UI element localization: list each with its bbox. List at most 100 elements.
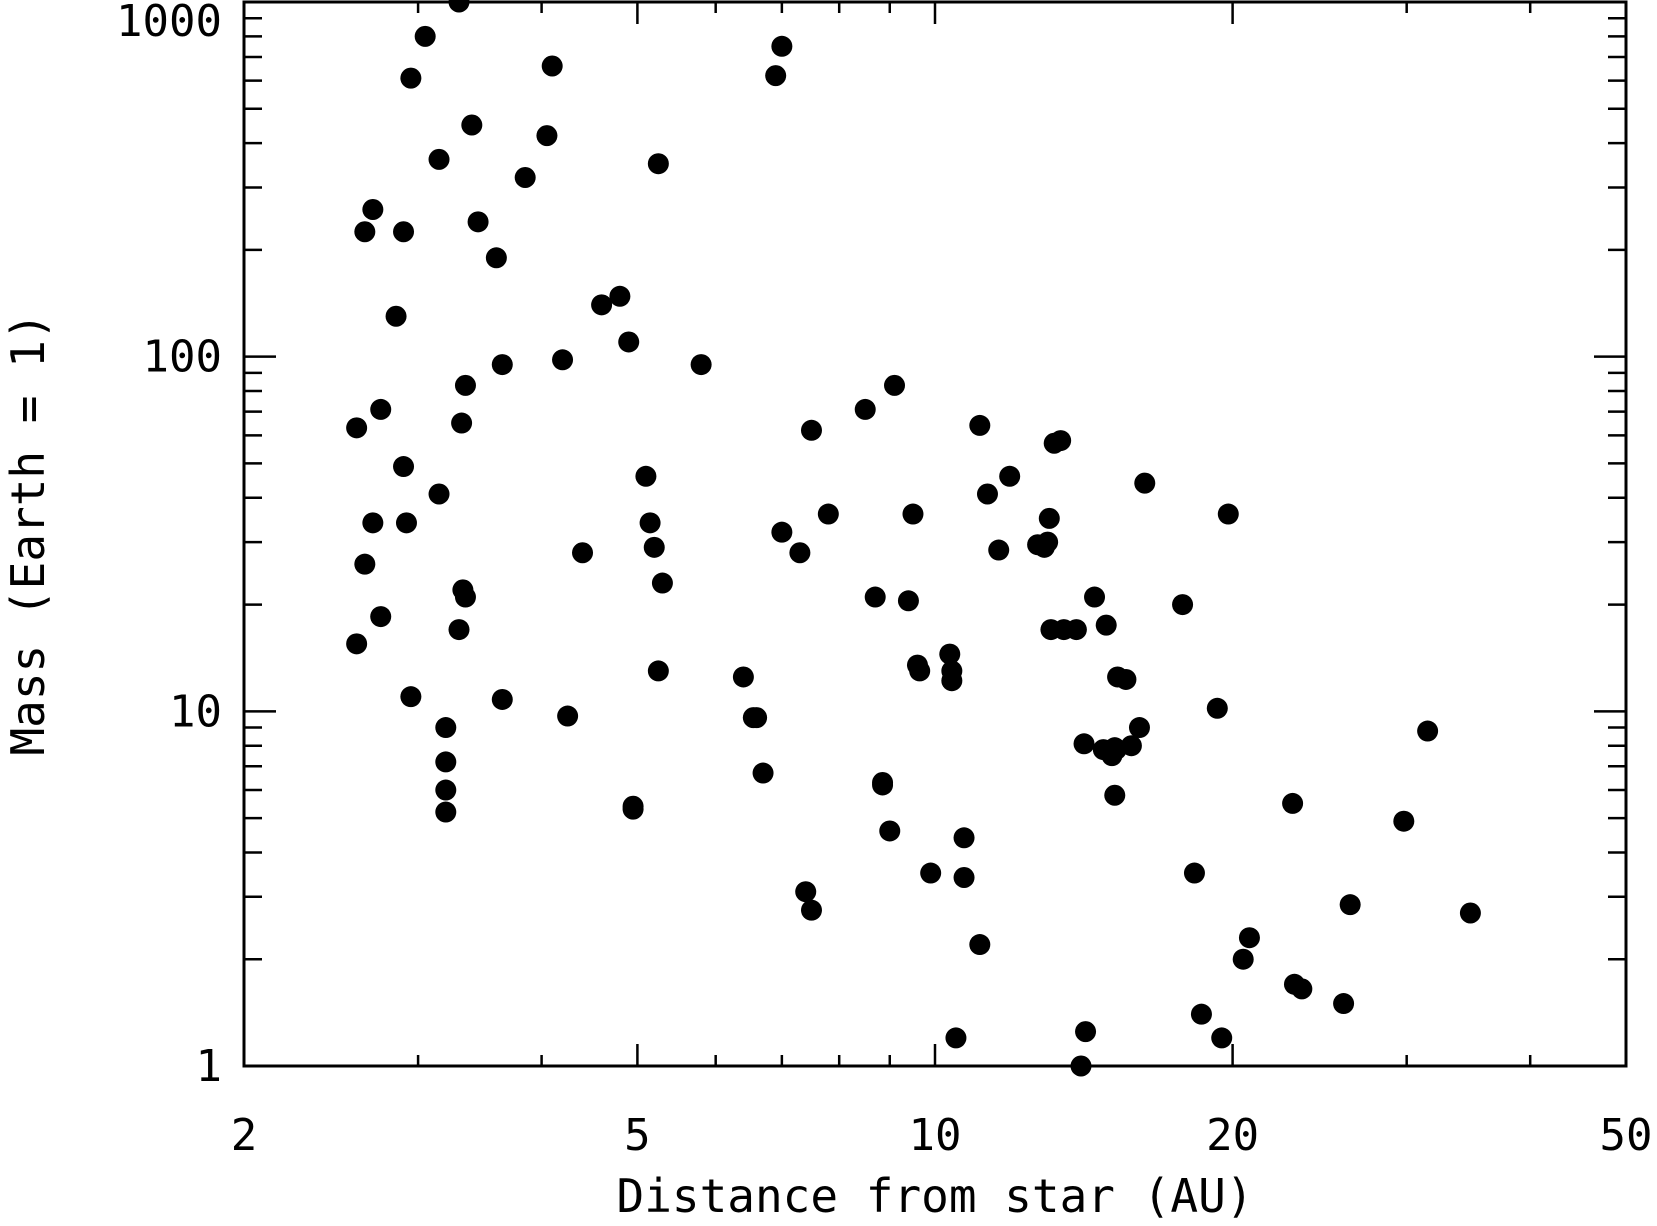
x-tick-label: 2 xyxy=(231,1110,258,1161)
data-point xyxy=(1206,697,1228,719)
data-point xyxy=(643,536,665,558)
data-point xyxy=(385,305,407,327)
data-point xyxy=(969,414,991,436)
data-point xyxy=(451,412,473,434)
data-point xyxy=(647,153,669,175)
data-point xyxy=(1232,948,1254,970)
data-point xyxy=(1104,784,1126,806)
x-tick-labels: 2 5 10 20 50 xyxy=(231,1110,1653,1161)
data-point xyxy=(435,779,457,801)
data-point xyxy=(1134,472,1156,494)
data-point xyxy=(1084,586,1106,608)
data-point xyxy=(854,398,876,420)
data-point xyxy=(346,417,368,439)
data-point xyxy=(969,934,991,956)
data-point xyxy=(400,67,422,89)
data-point xyxy=(953,867,975,889)
data-point xyxy=(448,619,470,641)
data-point xyxy=(1217,503,1239,525)
data-point xyxy=(902,503,924,525)
data-point xyxy=(953,827,975,849)
axis-ticks xyxy=(242,0,1628,1068)
data-point xyxy=(1291,978,1313,1000)
data-point xyxy=(435,717,457,739)
data-point xyxy=(1339,894,1361,916)
data-point xyxy=(1053,619,1075,641)
data-point xyxy=(752,762,774,784)
data-point xyxy=(393,221,415,243)
data-point xyxy=(639,512,661,534)
x-tick-label: 50 xyxy=(1600,1110,1653,1161)
data-point xyxy=(370,606,392,628)
data-point xyxy=(1128,717,1150,739)
data-point xyxy=(393,456,415,478)
data-point xyxy=(909,660,931,682)
data-point xyxy=(395,512,417,534)
data-point xyxy=(452,579,474,601)
data-point xyxy=(1417,720,1439,742)
data-point xyxy=(461,114,483,136)
data-point xyxy=(879,820,901,842)
data-point xyxy=(362,198,384,220)
data-point xyxy=(941,670,963,692)
data-point xyxy=(945,1027,967,1049)
data-point xyxy=(765,65,787,87)
data-point xyxy=(795,881,817,903)
data-point xyxy=(1459,902,1481,924)
data-point xyxy=(622,798,644,820)
data-point xyxy=(1038,507,1060,529)
data-point xyxy=(884,374,906,396)
data-point xyxy=(491,354,513,376)
data-point xyxy=(800,899,822,921)
data-point xyxy=(1190,1003,1212,1025)
data-point xyxy=(414,25,436,47)
data-point xyxy=(864,586,886,608)
data-point xyxy=(800,419,822,441)
data-point xyxy=(354,221,376,243)
data-point xyxy=(435,751,457,773)
x-axis-title: Distance from star (AU) xyxy=(617,1169,1254,1223)
data-point xyxy=(370,398,392,420)
data-point xyxy=(618,331,640,353)
data-point xyxy=(1172,594,1194,616)
data-point xyxy=(400,686,422,708)
data-point xyxy=(1211,1027,1233,1049)
data-point xyxy=(1050,430,1072,452)
data-point xyxy=(485,247,507,269)
data-point xyxy=(514,167,536,189)
data-point xyxy=(1115,668,1137,690)
data-point xyxy=(939,643,961,665)
data-point xyxy=(354,553,376,575)
data-point xyxy=(552,349,574,371)
data-point xyxy=(572,542,594,564)
data-point xyxy=(872,774,894,796)
x-tick-label: 5 xyxy=(624,1110,651,1161)
data-point xyxy=(1073,733,1095,755)
y-tick-labels: 1 10 100 1000 xyxy=(116,0,222,1092)
data-point xyxy=(635,465,657,487)
data-point xyxy=(1095,614,1117,636)
data-point xyxy=(789,542,811,564)
data-point xyxy=(536,125,558,147)
y-tick-label: 100 xyxy=(143,332,222,383)
data-point xyxy=(817,503,839,525)
data-point xyxy=(435,801,457,823)
data-point xyxy=(1120,735,1142,757)
y-tick-label: 1000 xyxy=(116,0,222,47)
data-point xyxy=(647,660,669,682)
data-point xyxy=(732,666,754,688)
data-point xyxy=(346,633,368,655)
data-point xyxy=(362,512,384,534)
data-point xyxy=(1075,1021,1097,1043)
data-point xyxy=(467,211,489,233)
data-point xyxy=(1333,993,1355,1015)
data-point xyxy=(454,374,476,396)
data-point xyxy=(1104,737,1126,759)
data-point xyxy=(1183,862,1205,884)
x-tick-label: 10 xyxy=(909,1110,962,1161)
data-point xyxy=(771,521,793,543)
data-point xyxy=(742,707,764,729)
data-point xyxy=(988,539,1010,561)
